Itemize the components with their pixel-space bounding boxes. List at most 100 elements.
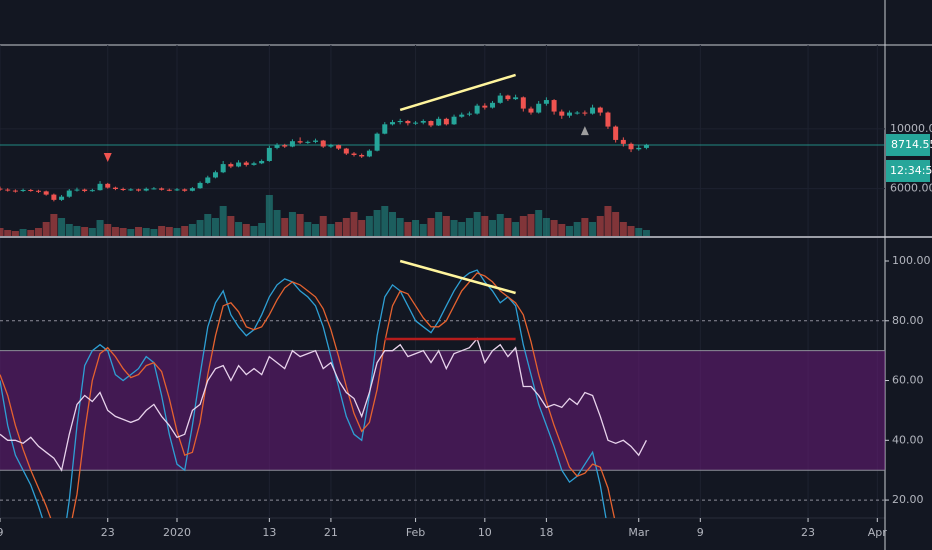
candle-body [112, 187, 118, 189]
x-tick-label: 13 [262, 526, 276, 539]
candle-body [574, 112, 580, 114]
candle-body [413, 122, 419, 124]
candle-body [259, 160, 265, 164]
candle-body [236, 162, 242, 167]
volume-bar [250, 226, 258, 236]
y-tick-label: 60.00 [892, 374, 924, 387]
volume-bar [458, 222, 466, 236]
candle-body [251, 163, 257, 165]
candle-body [620, 139, 626, 144]
candle-body [459, 114, 465, 117]
volume-bar [550, 220, 558, 236]
trend-line [399, 259, 516, 295]
candle-body [174, 189, 180, 191]
volume-bar [489, 220, 497, 236]
volume-bar [465, 218, 473, 236]
price-pane [0, 73, 885, 236]
candle-body [490, 102, 496, 108]
candle-body [466, 113, 472, 115]
volume-bar [396, 218, 404, 236]
volume-bar [350, 212, 358, 236]
candle-body [543, 100, 549, 104]
candle-body [305, 141, 311, 143]
indicator-line [0, 337, 647, 472]
volume-bar [296, 214, 304, 236]
volume-bar [381, 206, 389, 236]
volume-bar [412, 220, 420, 236]
candle-body [405, 120, 411, 124]
volume-bar [496, 214, 504, 236]
volume-bar [473, 212, 481, 236]
volume-bar [527, 214, 535, 236]
trend-line [399, 73, 516, 112]
countdown-tag [886, 159, 930, 182]
candle-body [559, 111, 565, 116]
candle-body [205, 177, 211, 183]
volume-bar [612, 212, 620, 236]
candle-body [97, 183, 103, 191]
x-tick-label: 23 [801, 526, 815, 539]
volume-bar [58, 218, 66, 236]
candle-body [605, 112, 611, 127]
volume-bar [258, 223, 266, 236]
volume-bar [450, 220, 458, 236]
volume-bar [535, 210, 543, 236]
x-tick-label: 23 [101, 526, 115, 539]
candle-body [35, 190, 41, 192]
volume-bar [319, 216, 327, 236]
candle-body [43, 191, 49, 195]
y-tick-label: 10000.00 [890, 122, 932, 135]
candle-body [89, 190, 95, 192]
candle-body [51, 194, 57, 200]
candle-body [474, 105, 480, 114]
candle-body [513, 97, 519, 100]
volume-bar [219, 206, 227, 236]
candle-body [597, 107, 603, 113]
candle-body [582, 112, 588, 114]
candle-body [166, 189, 172, 191]
volume-bar [327, 224, 335, 236]
volume-bar [96, 220, 104, 236]
volume-bar [335, 222, 343, 236]
candle-body [220, 164, 226, 173]
candle-body [159, 188, 165, 190]
candle-body [136, 189, 142, 191]
candle-body [320, 140, 326, 147]
volume-bar [519, 216, 527, 236]
signal-marker [580, 126, 589, 136]
volume-bar [596, 216, 604, 236]
x-tick-label: 9 [697, 526, 704, 539]
candle-body [351, 153, 357, 155]
candle-body [228, 164, 234, 167]
candle-body [212, 172, 218, 178]
axes: 10000.00 6000.00 8714.55 12:34:59 100.00 80.0… [0, 122, 932, 539]
volume-bar [265, 195, 273, 236]
candle-body [336, 145, 342, 149]
volume-bar [373, 210, 381, 236]
volume-bar [88, 228, 96, 236]
volume-bar [50, 214, 58, 236]
volume-bar [204, 214, 212, 236]
volume-bar [558, 224, 566, 236]
volume-bar [4, 230, 12, 236]
volume-bar [27, 230, 35, 236]
volume-bar [589, 222, 597, 236]
volume-bar [73, 226, 81, 236]
x-tick-label: Feb [406, 526, 425, 539]
volume-bar [0, 228, 4, 236]
y-tick-label: 6000.00 [890, 182, 932, 195]
volume-bar [196, 220, 204, 236]
volume-bar [119, 228, 127, 236]
volume-bar [542, 218, 550, 236]
candle-body [566, 112, 572, 116]
volume-bar [342, 218, 350, 236]
band [0, 350, 885, 471]
candle-body [636, 147, 642, 150]
candle-body [5, 189, 11, 191]
volume-bar [42, 222, 50, 236]
volume-bar [173, 228, 181, 236]
candle-body [451, 116, 457, 125]
x-tick-label: Mar [628, 526, 649, 539]
volume-bar [19, 229, 27, 236]
candle-body [590, 107, 596, 114]
